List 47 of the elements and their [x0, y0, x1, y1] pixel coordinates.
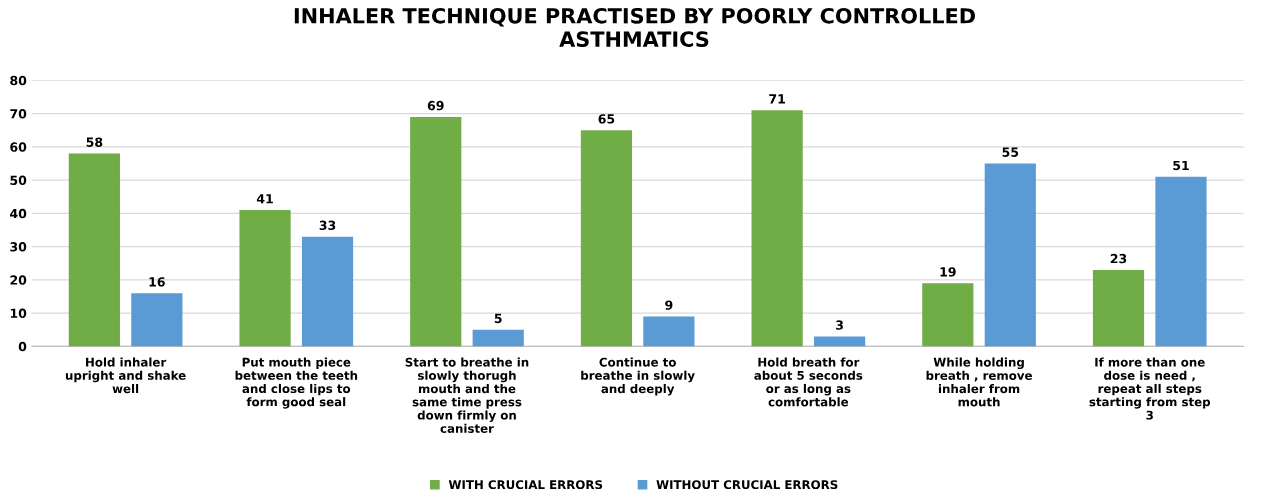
data-label: 33 [319, 220, 336, 231]
y-tick-label: 80 [10, 75, 27, 86]
bar [984, 163, 1036, 347]
bar [922, 283, 974, 347]
y-tick-label: 60 [10, 142, 27, 152]
x-tick-label: While holding breath , remove inhaler from mouth [926, 357, 1032, 407]
bar [472, 329, 524, 347]
bar [301, 236, 354, 347]
bar [1155, 176, 1207, 347]
data-label: 65 [598, 114, 615, 124]
legend-label: WITH CRUCIAL ERRORS [448, 480, 603, 490]
x-tick-label: Put mouth piece between the teeth and close lips to form good seal [235, 357, 358, 409]
data-label: 51 [1173, 160, 1189, 171]
bar [813, 336, 866, 347]
data-label: 19 [940, 267, 956, 277]
x-tick-label: Hold inhaler upright and shake well [65, 357, 186, 394]
y-tick-label: 10 [10, 308, 27, 319]
data-label: 9 [665, 300, 673, 310]
data-label: 41 [256, 194, 273, 204]
y-tick-label: 40 [10, 208, 27, 219]
data-label: 71 [769, 94, 785, 104]
bar [239, 210, 291, 347]
y-tick-label: 50 [10, 175, 27, 186]
data-label: 23 [1110, 253, 1127, 264]
bar [751, 110, 803, 347]
y-tick-label: 70 [10, 109, 27, 119]
data-label: 55 [1002, 147, 1019, 157]
bar [1092, 269, 1145, 347]
bar [410, 116, 462, 347]
x-tick-label: Start to breathe in slowly thorugh mouth and the same time press down firmly on canister [405, 357, 529, 433]
data-label: 5 [494, 313, 502, 324]
x-tick-label: Continue to breathe in slowly and deeply [581, 357, 695, 396]
x-tick-label: Hold breath for about 5 seconds or as long as comfortable [754, 357, 863, 407]
y-tick-label: 0 [18, 341, 27, 352]
x-tick-label: If more than one dose is need , repeat all steps starting from step 3 [1089, 357, 1211, 420]
data-label: 16 [149, 277, 165, 287]
data-label: 69 [427, 100, 444, 111]
bar [580, 130, 633, 347]
y-tick-label: 30 [10, 242, 27, 252]
data-label: 3 [836, 320, 843, 330]
bar [68, 153, 120, 347]
chart-title: INHALER TECHNIQUE PRACTISED BY POORLY CONTROLLED ASTHMATICS [294, 7, 975, 47]
data-label: 58 [86, 137, 103, 147]
bar [643, 316, 695, 347]
y-tick-label: 20 [10, 275, 27, 285]
legend-label: WITHOUT CRUCIAL ERRORS [656, 480, 838, 490]
bar [131, 293, 183, 347]
